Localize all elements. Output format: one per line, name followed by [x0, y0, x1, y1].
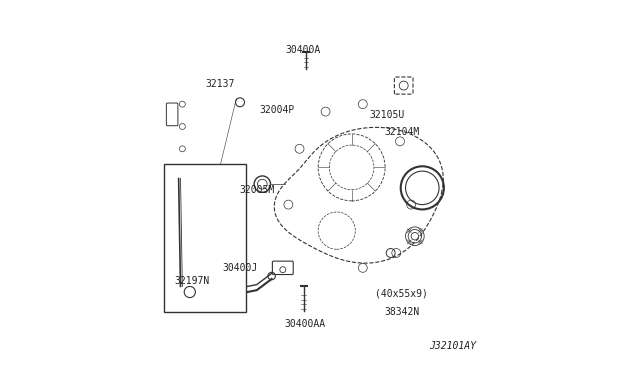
Text: J32101AY: J32101AY	[429, 341, 476, 351]
FancyBboxPatch shape	[273, 261, 293, 275]
FancyBboxPatch shape	[166, 103, 178, 126]
Text: (40x55x9): (40x55x9)	[376, 289, 428, 299]
Text: 32104M: 32104M	[384, 127, 419, 137]
Text: 32137: 32137	[205, 79, 234, 89]
Text: 30400J: 30400J	[222, 263, 258, 273]
Text: 32105U: 32105U	[369, 110, 404, 120]
Bar	[164, 164, 246, 312]
Text: 38342N: 38342N	[384, 308, 419, 317]
Text: 32004P: 32004P	[260, 105, 295, 115]
Text: 30400A: 30400A	[285, 45, 321, 55]
Text: 32005M: 32005M	[239, 185, 275, 195]
FancyBboxPatch shape	[394, 77, 413, 94]
Text: 30400AA: 30400AA	[285, 319, 326, 328]
Text: 32197N: 32197N	[174, 276, 209, 286]
